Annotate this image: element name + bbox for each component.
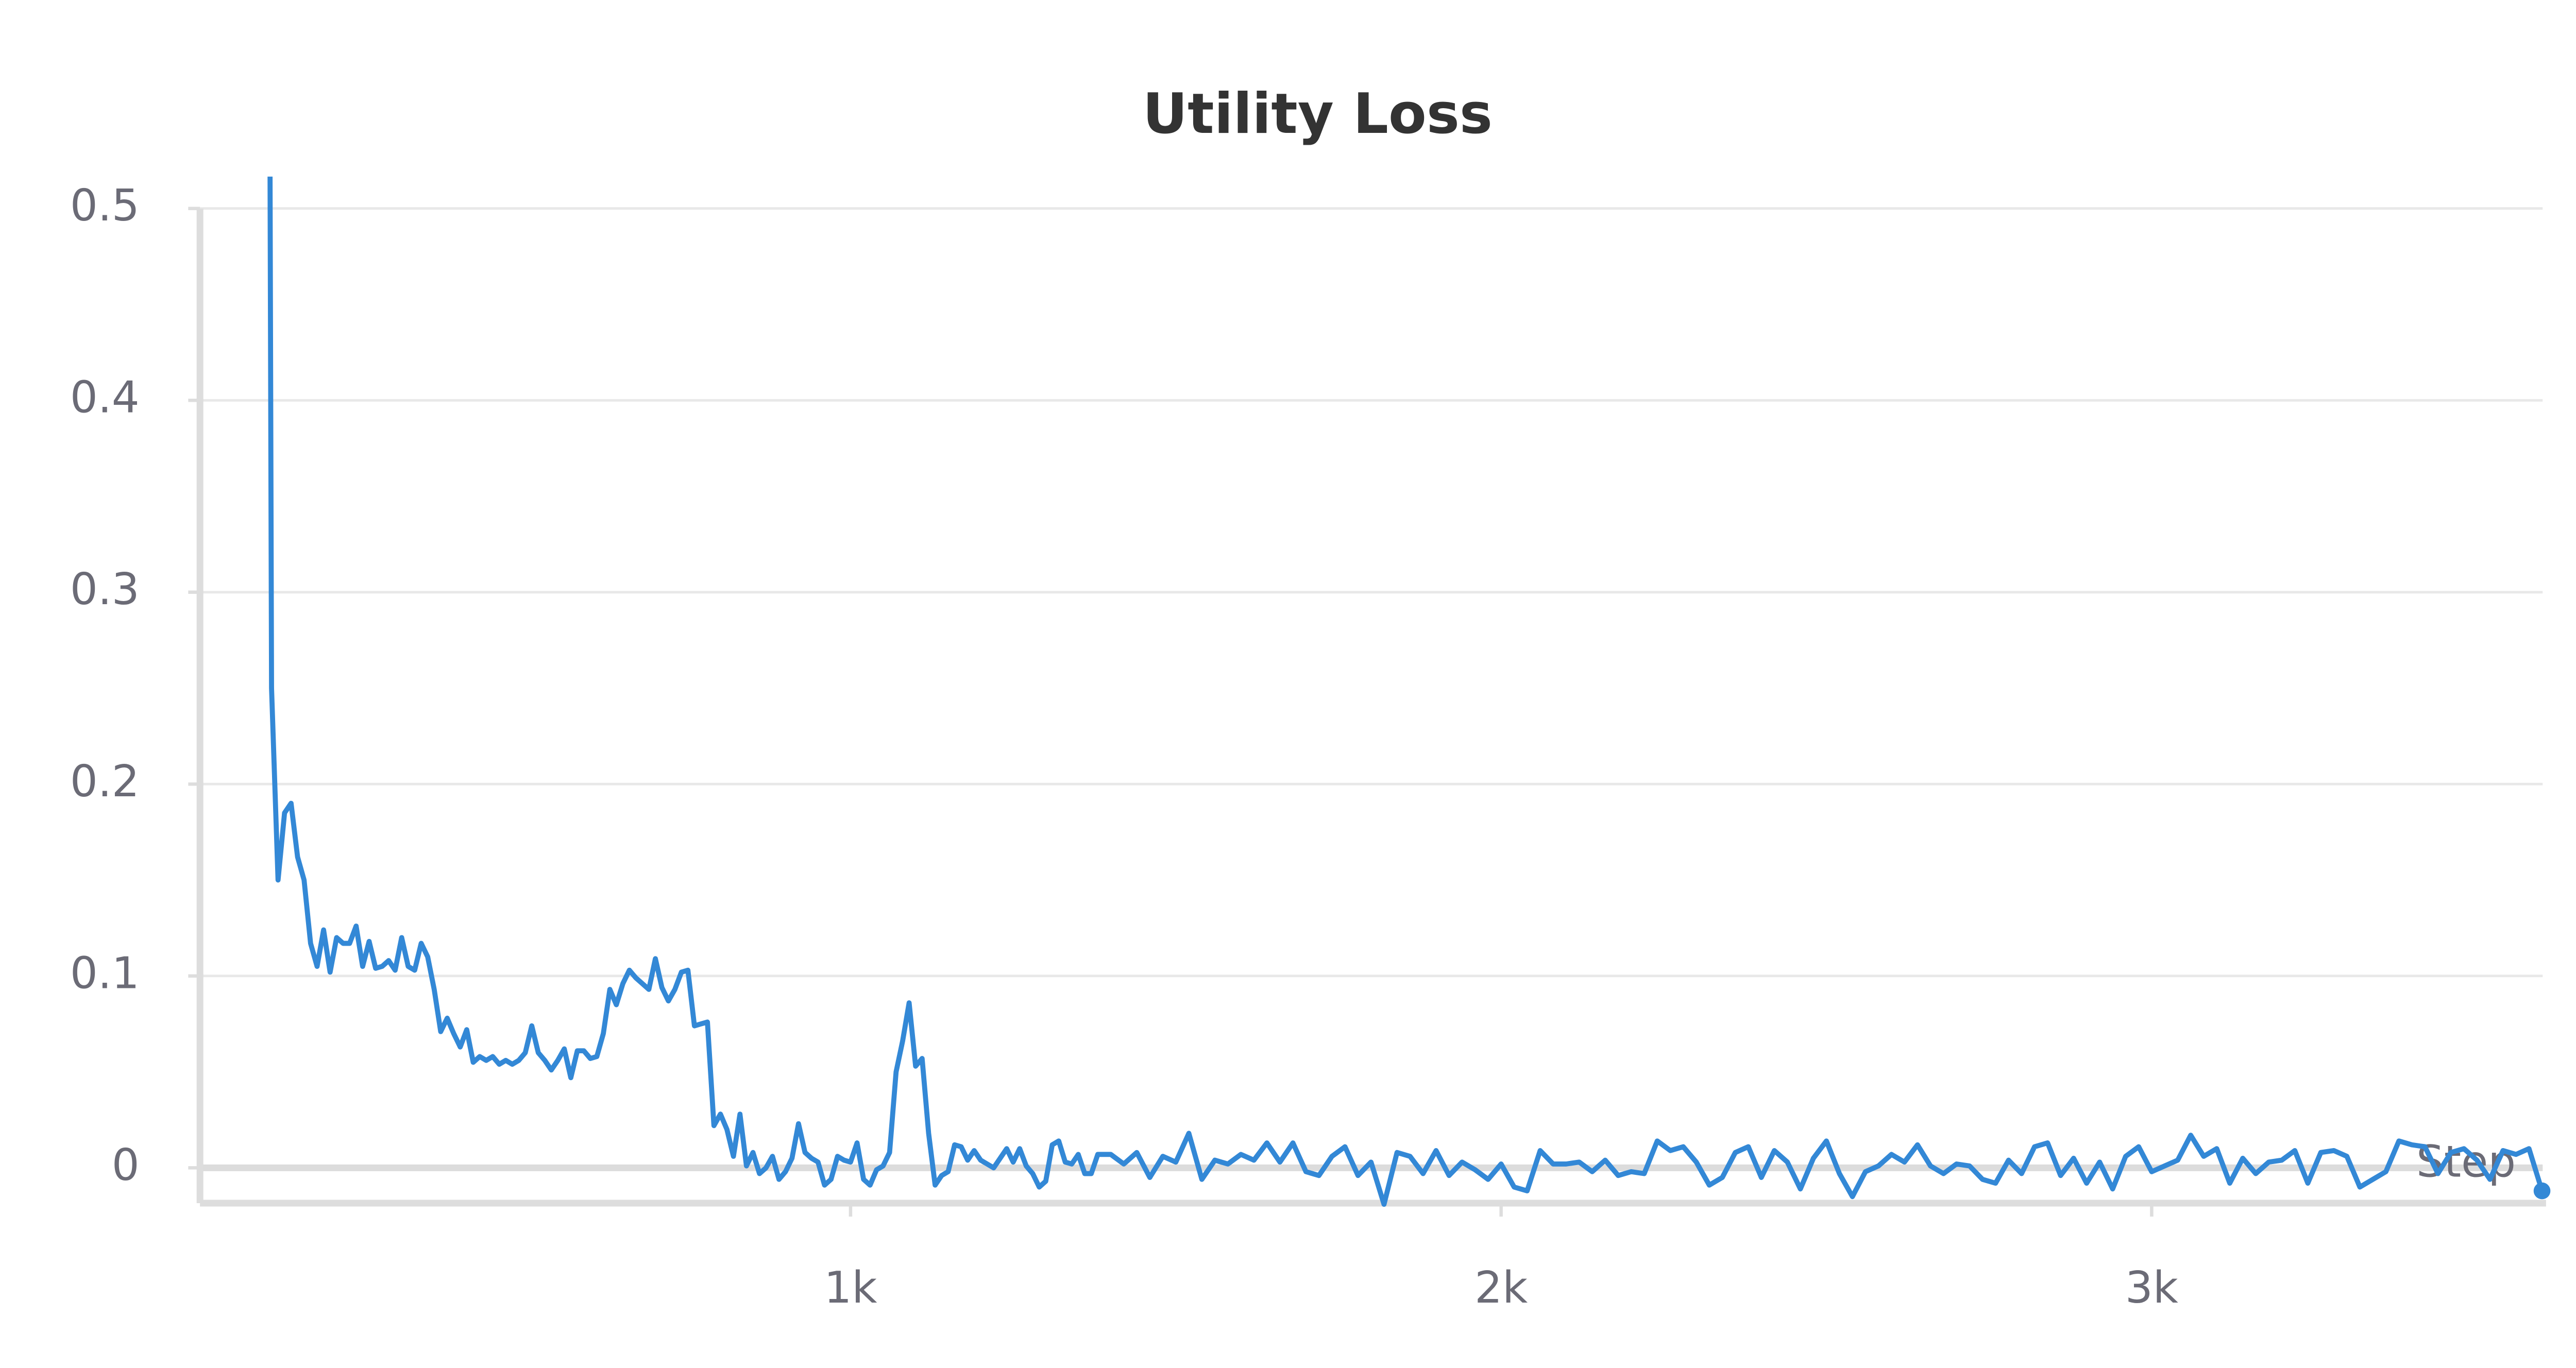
chart-title: Utility Loss xyxy=(1143,82,1493,146)
grid xyxy=(200,207,2543,1171)
x-tick-label: 3k xyxy=(2125,1262,2178,1313)
y-tick-label: 0.3 xyxy=(70,564,140,615)
y-tick-label: 0 xyxy=(112,1140,140,1191)
x-tick-label: 1k xyxy=(824,1262,877,1313)
y-tick-label: 0.5 xyxy=(70,180,140,231)
series-line xyxy=(267,176,2545,1207)
plot-area xyxy=(267,176,2545,1207)
y-tick-label: 0.4 xyxy=(70,372,140,423)
last-point-marker xyxy=(2533,1182,2551,1200)
x-tick-label: 2k xyxy=(1475,1262,1528,1313)
y-tick-label: 0.1 xyxy=(70,948,140,999)
y-tick-label: 0.2 xyxy=(70,756,140,807)
